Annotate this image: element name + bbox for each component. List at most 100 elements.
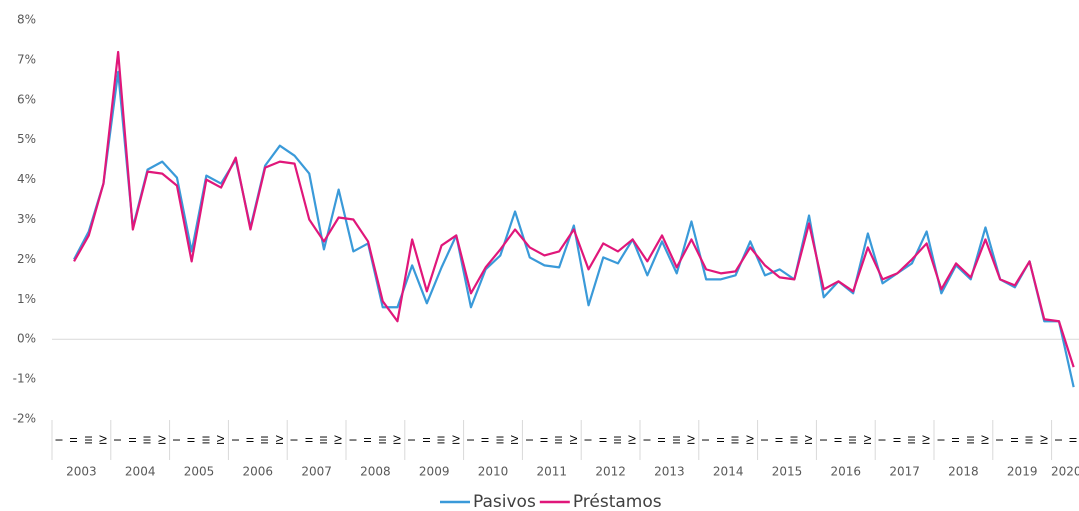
x-tick-label: IV xyxy=(510,435,521,445)
year-label: 2009 xyxy=(419,465,450,479)
year-label: 2010 xyxy=(478,465,509,479)
x-tick-label: III xyxy=(437,436,448,445)
x-tick-label: IV xyxy=(216,435,227,445)
x-tick-label: II xyxy=(69,437,80,443)
year-label: 2012 xyxy=(595,465,626,479)
x-tick-label: II xyxy=(951,437,962,443)
x-tick-label: III xyxy=(201,436,212,445)
x-tick-label: I xyxy=(231,439,242,442)
x-tick-label: II xyxy=(1069,437,1079,443)
y-tick-label: 4% xyxy=(17,172,36,186)
x-tick-label: III xyxy=(495,436,506,445)
x-tick-label: IV xyxy=(334,435,345,445)
x-tick-label: IV xyxy=(980,435,991,445)
year-label: 2006 xyxy=(243,465,274,479)
x-tick-label: I xyxy=(584,439,595,442)
x-tick-label: III xyxy=(966,436,977,445)
x-tick-label: I xyxy=(348,439,359,442)
y-tick-label: 0% xyxy=(17,332,36,346)
x-tick-label: IV xyxy=(451,435,462,445)
x-tick-label: I xyxy=(172,439,183,442)
x-tick-label: I xyxy=(466,439,477,442)
x-tick-label: II xyxy=(657,437,668,443)
year-label: 2014 xyxy=(713,465,744,479)
y-tick-label: 5% xyxy=(17,132,36,146)
x-tick-label: II xyxy=(187,437,198,443)
x-tick-label: I xyxy=(760,439,771,442)
x-tick-label: III xyxy=(672,436,683,445)
x-tick-label: IV xyxy=(1039,435,1050,445)
x-tick-label: III xyxy=(907,436,918,445)
x-tick-label: III xyxy=(613,436,624,445)
x-tick-label: IV xyxy=(98,435,109,445)
y-tick-label: 8% xyxy=(17,13,36,27)
x-tick-label: III xyxy=(731,436,742,445)
x-tick-label: I xyxy=(819,439,830,442)
year-label: 2019 xyxy=(1007,465,1038,479)
year-label: 2018 xyxy=(948,465,979,479)
x-tick-label: I xyxy=(407,439,418,442)
year-label: 2016 xyxy=(831,465,862,479)
x-tick-label: III xyxy=(554,436,565,445)
x-tick-label: II xyxy=(598,437,609,443)
x-tick-label: I xyxy=(642,439,653,442)
x-tick-label: III xyxy=(84,436,95,445)
y-tick-label: 6% xyxy=(17,92,36,106)
year-label: 2017 xyxy=(889,465,920,479)
x-tick-label: II xyxy=(304,437,315,443)
year-label: 2013 xyxy=(654,465,685,479)
x-tick-label: III xyxy=(789,436,800,445)
year-label: 2020 xyxy=(1051,465,1079,479)
x-tick-label: IV xyxy=(628,435,639,445)
x-tick-label: I xyxy=(113,439,124,442)
series-line xyxy=(73,50,1075,368)
year-label: 2015 xyxy=(772,465,803,479)
y-tick-label: 3% xyxy=(17,212,36,226)
x-tick-label: II xyxy=(833,437,844,443)
x-tick-label: III xyxy=(319,436,330,445)
x-tick-label: II xyxy=(245,437,256,443)
x-tick-label: III xyxy=(260,436,271,445)
x-tick-label: I xyxy=(701,439,712,442)
y-tick-label: -2% xyxy=(13,412,36,426)
x-tick-label: III xyxy=(378,436,389,445)
x-tick-label: I xyxy=(936,439,947,442)
y-tick-label: -1% xyxy=(13,372,36,386)
x-tick-label: I xyxy=(878,439,889,442)
year-label: 2007 xyxy=(301,465,332,479)
x-tick-label: I xyxy=(995,439,1006,442)
x-tick-label: II xyxy=(128,437,139,443)
x-tick-label: IV xyxy=(275,435,286,445)
x-tick-label: IV xyxy=(745,435,756,445)
x-tick-label: II xyxy=(422,437,433,443)
x-tick-label: II xyxy=(363,437,374,443)
x-tick-label: IV xyxy=(863,435,874,445)
legend-label: Pasivos xyxy=(473,492,536,511)
year-label: 2004 xyxy=(125,465,156,479)
x-tick-label: II xyxy=(775,437,786,443)
x-tick-label: II xyxy=(539,437,550,443)
x-tick-label: II xyxy=(481,437,492,443)
year-label: 2003 xyxy=(66,465,97,479)
x-tick-label: IV xyxy=(922,435,933,445)
x-tick-label: IV xyxy=(157,435,168,445)
x-tick-label: I xyxy=(1054,439,1065,442)
y-tick-label: 1% xyxy=(17,292,36,306)
year-label: 2005 xyxy=(184,465,215,479)
x-tick-label: I xyxy=(525,439,536,442)
y-tick-label: 7% xyxy=(17,52,36,66)
x-tick-label: III xyxy=(143,436,154,445)
x-tick-label: II xyxy=(1010,437,1021,443)
x-tick-label: I xyxy=(290,439,301,442)
legend-label: Préstamos xyxy=(573,492,662,511)
x-tick-label: III xyxy=(1025,436,1036,445)
x-tick-label: IV xyxy=(392,435,403,445)
x-tick-label: II xyxy=(892,437,903,443)
year-label: 2008 xyxy=(360,465,391,479)
x-tick-label: IV xyxy=(569,435,580,445)
x-tick-label: I xyxy=(54,439,65,442)
x-tick-label: III xyxy=(848,436,859,445)
y-tick-label: 2% xyxy=(17,252,36,266)
x-tick-label: IV xyxy=(686,435,697,445)
